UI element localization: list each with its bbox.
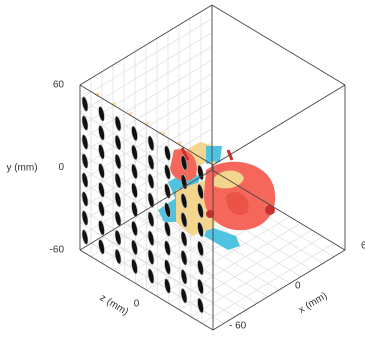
x-tick-label: - 60 (229, 321, 247, 332)
chart: -60060060- 60060y (mm)z (mm)x (mm) (0, 0, 365, 337)
x-tick-label: 60 (361, 241, 365, 252)
electrode (130, 183, 138, 199)
axis-edge (213, 85, 345, 165)
z-tick-label: 0 (134, 299, 140, 310)
electrode (81, 191, 89, 207)
electrode (114, 230, 122, 246)
electrode (130, 221, 138, 237)
electrode (114, 249, 122, 265)
z-axis-label: z (mm) (98, 292, 130, 317)
x-tick-label: 0 (295, 281, 301, 292)
electrode (147, 173, 155, 189)
electrode (97, 106, 105, 122)
electrode (114, 192, 122, 208)
electrode (130, 126, 138, 142)
electrode (97, 201, 105, 217)
electrode (114, 116, 122, 132)
y-axis-label: y (mm) (6, 163, 37, 174)
electrode (147, 230, 155, 246)
electrode (196, 279, 204, 295)
electrode (81, 172, 89, 188)
electrode (163, 259, 171, 275)
electrode (147, 268, 155, 284)
electrode (196, 260, 204, 276)
electrode (196, 298, 204, 314)
electrode (114, 211, 122, 227)
electrode (163, 145, 171, 161)
electrode (147, 249, 155, 265)
electrode (97, 182, 105, 198)
electrode (163, 278, 171, 294)
electrode (81, 96, 89, 112)
electrode (147, 135, 155, 151)
electrode (97, 144, 105, 160)
electrode (97, 163, 105, 179)
page: {"chart_data": {"type": "scatter3d", "xl… (0, 0, 365, 337)
electrode (180, 288, 188, 304)
electrode (81, 134, 89, 150)
x-axis-label: x (mm) (297, 290, 329, 315)
electrode (130, 164, 138, 180)
axis-edge (212, 5, 345, 85)
heart-model (158, 142, 275, 250)
y-tick-label: 0 (58, 162, 64, 173)
electrode (114, 173, 122, 189)
y-tick-label: 60 (53, 80, 65, 91)
electrode (163, 240, 171, 256)
y-tick-label: -60 (50, 245, 65, 256)
